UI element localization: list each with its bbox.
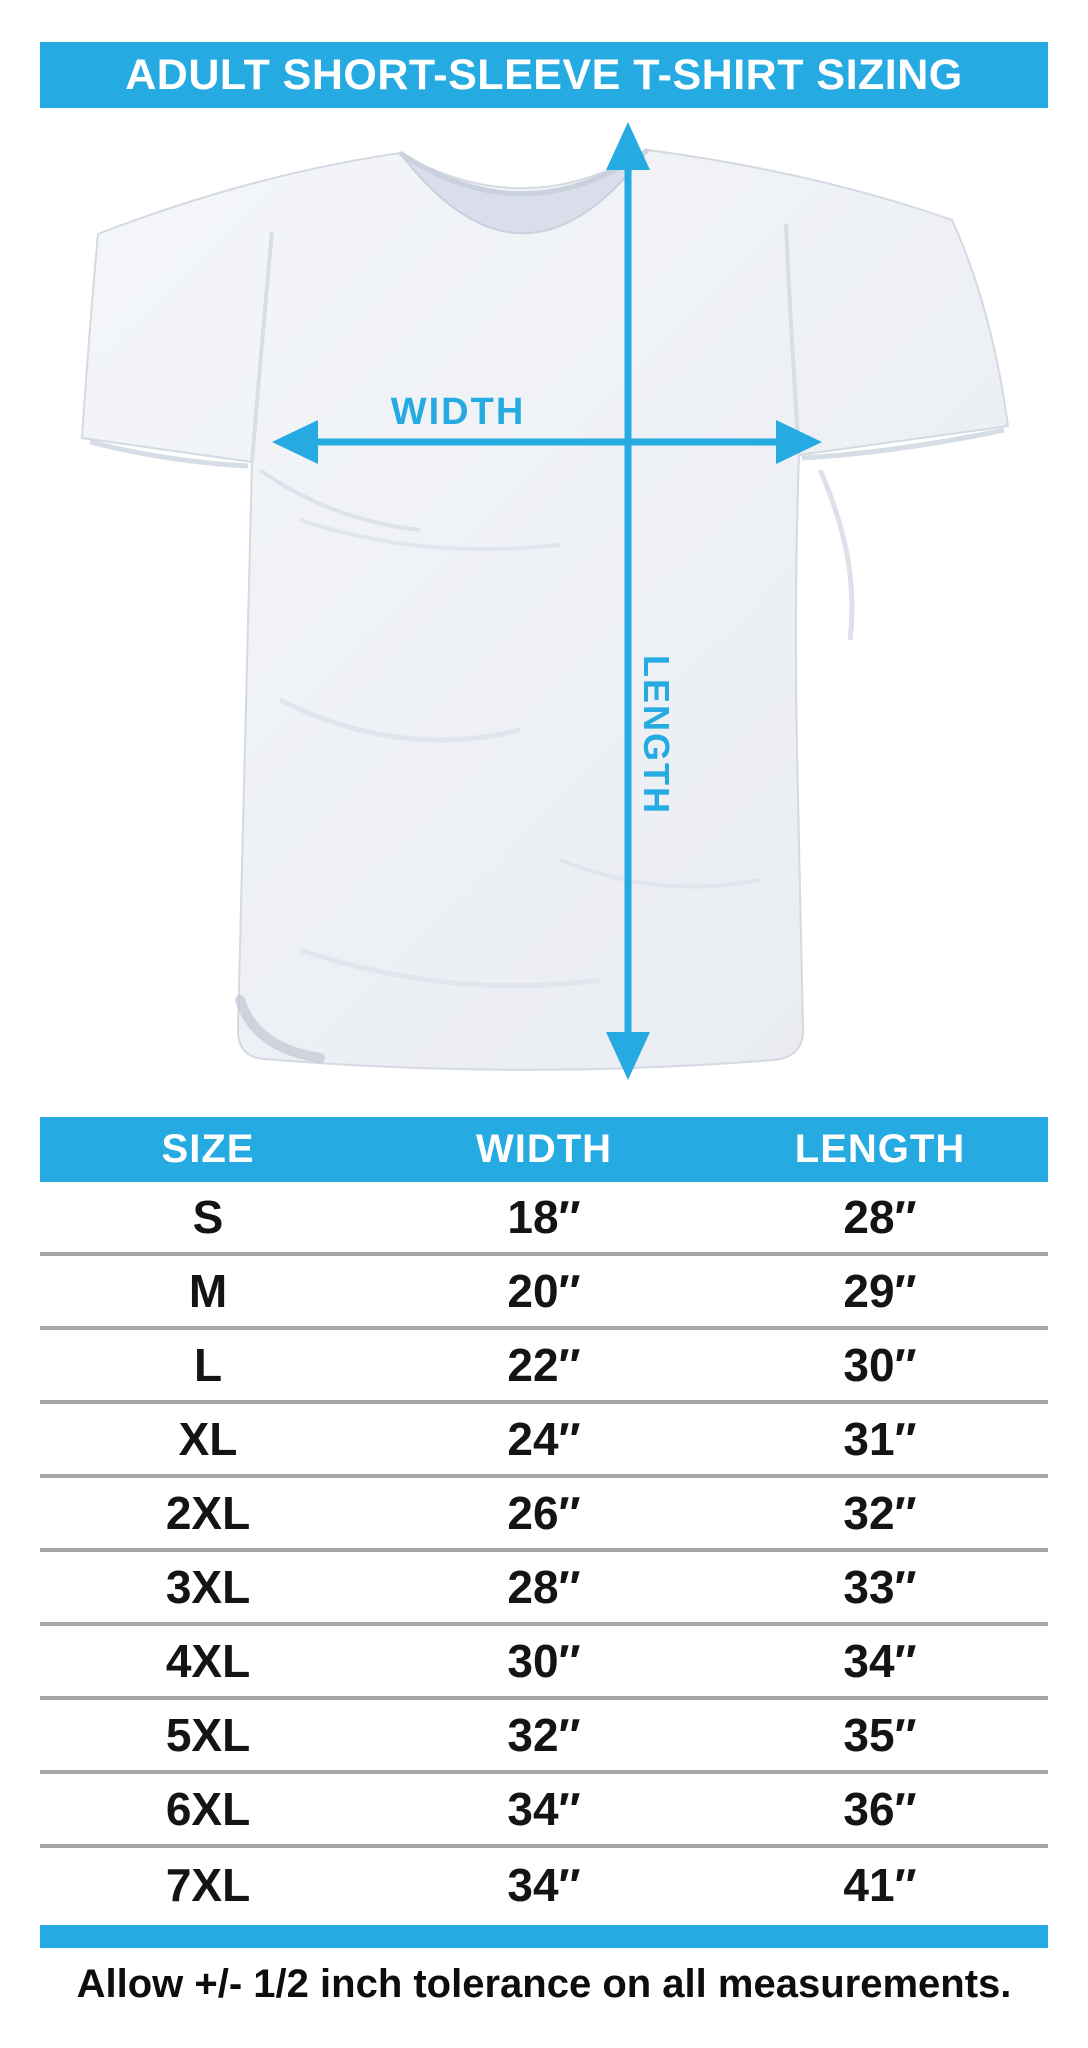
cell-size: 6XL <box>165 1783 251 1835</box>
cell-length: 31″ <box>843 1413 917 1465</box>
cell-length: 41″ <box>843 1859 917 1911</box>
cell-width: 20″ <box>507 1265 581 1317</box>
cell-size: 2XL <box>165 1487 251 1539</box>
width-arrowhead-left <box>272 420 318 464</box>
table-row-2xl: 2XL 26″ 32″ <box>40 1478 1048 1552</box>
footer-bar <box>40 1925 1048 1948</box>
cell-size: S <box>192 1191 224 1243</box>
cell-width: 28″ <box>507 1561 581 1613</box>
table-row-l: L 22″ 30″ <box>40 1330 1048 1404</box>
page-title: ADULT SHORT-SLEEVE T-SHIRT SIZING <box>125 50 963 99</box>
table-row-xl: XL 24″ 31″ <box>40 1404 1048 1478</box>
cell-size: XL <box>178 1413 238 1465</box>
length-arrow: LENGTH <box>606 122 677 1080</box>
cell-size: 3XL <box>165 1561 251 1613</box>
cell-width: 26″ <box>507 1487 581 1539</box>
cell-length: 33″ <box>843 1561 917 1613</box>
cell-length: 32″ <box>843 1487 917 1539</box>
cell-size: 7XL <box>165 1859 251 1911</box>
title-banner: ADULT SHORT-SLEEVE T-SHIRT SIZING <box>40 42 1048 108</box>
cell-length: 35″ <box>843 1709 917 1761</box>
column-header-width: WIDTH <box>475 1127 613 1171</box>
width-label: WIDTH <box>391 391 526 433</box>
tshirt-illustration <box>80 147 1010 1071</box>
length-arrowhead-bottom <box>606 1032 650 1080</box>
column-header-length: LENGTH <box>794 1127 966 1171</box>
cell-width: 34″ <box>507 1783 581 1835</box>
table-row-3xl: 3XL 28″ 33″ <box>40 1552 1048 1626</box>
cell-width: 22″ <box>507 1339 581 1391</box>
length-label: LENGTH <box>636 655 677 815</box>
table-row-7xl: 7XL 34″ 41″ <box>40 1848 1048 1922</box>
tolerance-note: Allow +/- 1/2 inch tolerance on all meas… <box>76 1962 1012 2006</box>
cell-size: L <box>193 1339 223 1391</box>
cell-size: 5XL <box>165 1709 251 1761</box>
table-row-s: S 18″ 28″ <box>40 1182 1048 1256</box>
width-arrow: WIDTH <box>272 391 822 464</box>
cell-width: 34″ <box>507 1859 581 1911</box>
cell-size: M <box>188 1265 228 1317</box>
tshirt-diagram: WIDTH LENGTH <box>80 122 1010 1080</box>
cell-length: 30″ <box>843 1339 917 1391</box>
cell-size: 4XL <box>165 1635 251 1687</box>
cell-length: 28″ <box>843 1191 917 1243</box>
table-row-6xl: 6XL 34″ 36″ <box>40 1774 1048 1848</box>
cell-width: 30″ <box>507 1635 581 1687</box>
column-header-size: SIZE <box>161 1127 255 1171</box>
table-row-4xl: 4XL 30″ 34″ <box>40 1626 1048 1700</box>
cell-length: 36″ <box>843 1783 917 1835</box>
cell-width: 18″ <box>507 1191 581 1243</box>
cell-width: 24″ <box>507 1413 581 1465</box>
cell-length: 29″ <box>843 1265 917 1317</box>
table-row-m: M 20″ 29″ <box>40 1256 1048 1330</box>
size-table-header: SIZE WIDTH LENGTH <box>40 1117 1048 1182</box>
cell-length: 34″ <box>843 1635 917 1687</box>
table-row-5xl: 5XL 32″ 35″ <box>40 1700 1048 1774</box>
cell-width: 32″ <box>507 1709 581 1761</box>
length-arrowhead-top <box>606 122 650 170</box>
width-arrowhead-right <box>776 420 822 464</box>
size-table: SIZE WIDTH LENGTH S 18″ 28″ M 20″ 29″ L … <box>40 1117 1048 1922</box>
